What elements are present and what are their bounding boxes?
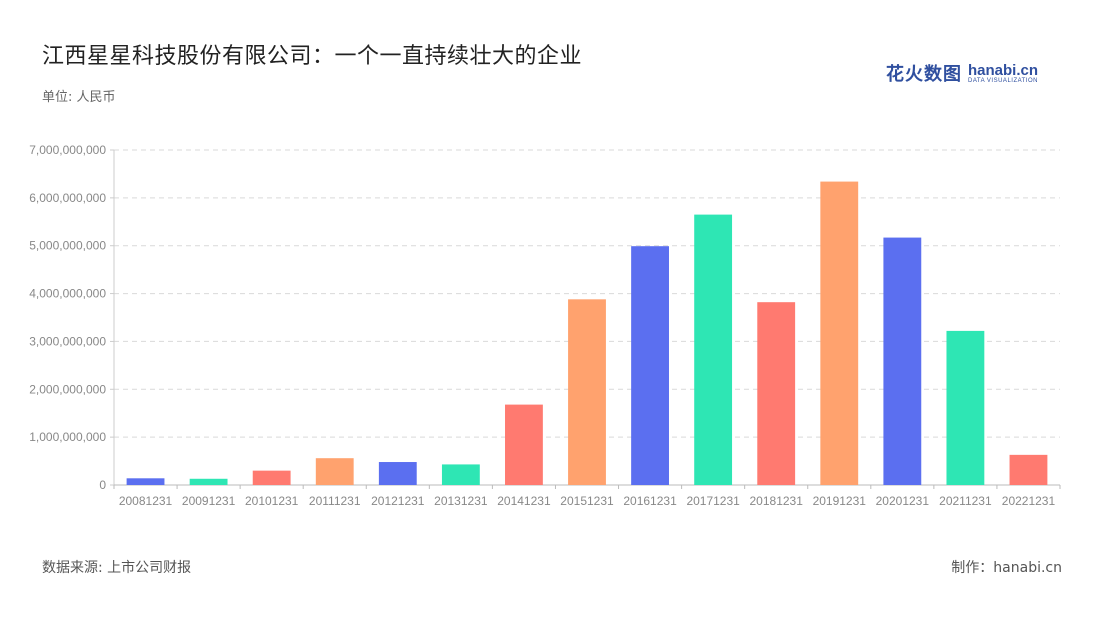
x-tick-label: 20101231 [245, 494, 299, 508]
logo-cn-text: 花火数图 [885, 64, 962, 85]
x-tick-label: 20141231 [497, 494, 551, 508]
bar [252, 470, 291, 485]
x-tick-label: 20131231 [434, 494, 488, 508]
y-tick-label: 2,000,000,000 [29, 382, 106, 396]
y-tick-label: 6,000,000,000 [29, 191, 106, 205]
x-tick-label: 20181231 [750, 494, 804, 508]
bar [631, 246, 669, 485]
data-source: 数据来源: 上市公司财报 [42, 560, 192, 576]
x-tick-label: 20161231 [623, 494, 677, 508]
logo-en-subtext: DATA VISUALIZATION [967, 77, 1038, 84]
bar [505, 404, 543, 485]
x-tick-label: 20171231 [686, 494, 740, 508]
y-tick-label: 0 [99, 478, 106, 492]
bar [441, 464, 480, 485]
bar [883, 237, 922, 485]
y-tick-label: 7,000,000,000 [29, 143, 106, 157]
logo-en-text: hanabi.cn [967, 61, 1038, 79]
x-tick-label: 20091231 [182, 494, 236, 508]
x-tick-label: 20111231 [309, 494, 361, 508]
x-tick-label: 20081231 [119, 494, 173, 508]
brand-logo: 花火数图 hanabi.cn DATA VISUALIZATION [886, 60, 1038, 86]
bar [946, 330, 985, 485]
bar [315, 458, 354, 485]
bar [568, 299, 606, 485]
bar [378, 462, 417, 485]
bar [1009, 454, 1048, 485]
y-tick-label: 5,000,000,000 [29, 239, 106, 253]
bar [694, 214, 733, 485]
bar [757, 302, 796, 485]
bar [126, 478, 165, 485]
x-tick-label: 20191231 [813, 494, 867, 508]
y-tick-label: 1,000,000,000 [29, 430, 106, 444]
x-tick-label: 20221231 [1002, 494, 1056, 508]
x-tick-label: 20151231 [560, 494, 614, 508]
unit-label: 单位: 人民币 [42, 90, 116, 105]
chart-title: 江西星星科技股份有限公司：一个一直持续壮大的企业 [42, 44, 583, 69]
logo-en-block: hanabi.cn DATA VISUALIZATION [968, 63, 1038, 84]
x-tick-label: 20211231 [939, 494, 992, 508]
bar [820, 181, 859, 486]
bar [189, 478, 228, 485]
y-tick-label: 3,000,000,000 [29, 334, 106, 348]
x-tick-label: 20121231 [371, 494, 425, 508]
x-tick-label: 20201231 [876, 494, 930, 508]
credit-label: 制作：hanabi.cn [951, 560, 1062, 576]
y-tick-label: 4,000,000,000 [29, 287, 106, 301]
